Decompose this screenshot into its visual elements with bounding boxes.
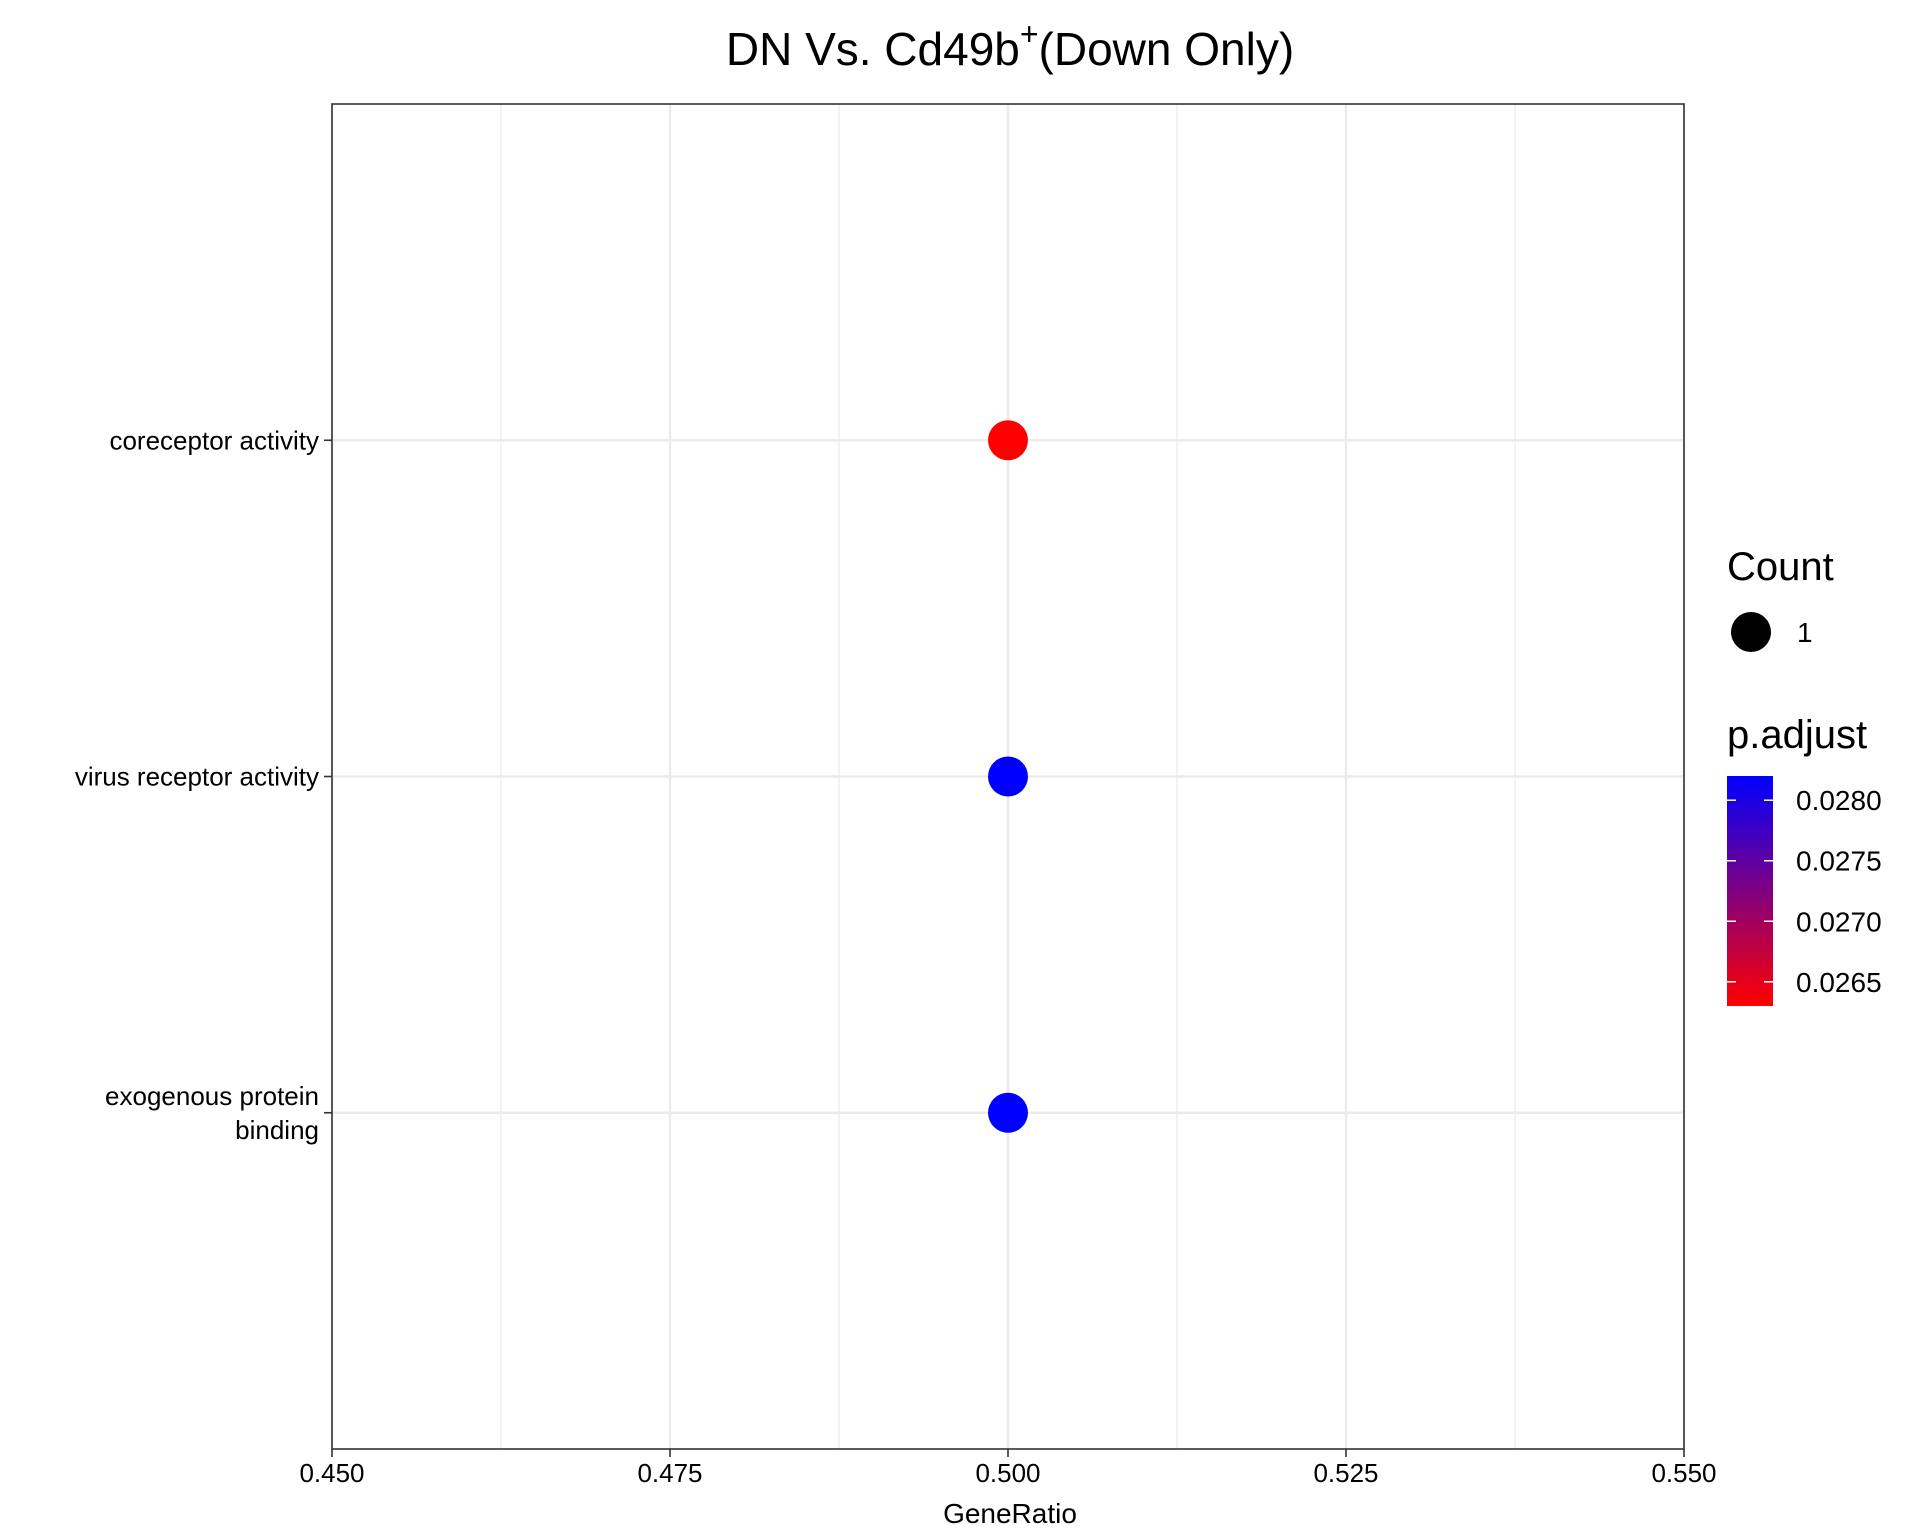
y-tick-label: virus receptor activity xyxy=(75,762,319,792)
chart-title-superscript: + xyxy=(1020,16,1039,52)
legend-padjust-title: p.adjust xyxy=(1727,713,1867,757)
legend-count-label: 1 xyxy=(1797,617,1813,648)
x-tick-label: 0.550 xyxy=(1651,1458,1716,1488)
x-tick-label: 0.525 xyxy=(1313,1458,1378,1488)
data-point xyxy=(988,1092,1028,1133)
x-tick-label: 0.450 xyxy=(299,1458,364,1488)
legend-count-swatch xyxy=(1731,612,1771,652)
chart-title: DN Vs. Cd49b+(Down Only) xyxy=(726,16,1294,75)
colorbar-tick-label: 0.0275 xyxy=(1796,846,1882,877)
x-tick-label: 0.475 xyxy=(637,1458,702,1488)
data-point xyxy=(988,756,1028,797)
legend-colorbar xyxy=(1727,776,1773,1006)
data-point xyxy=(988,420,1028,461)
y-tick-label: coreceptor activity xyxy=(109,425,319,455)
axes: 0.450 0.475 0.500 0.525 0.550 exogenous prote… xyxy=(75,103,1717,1488)
chart-title-main: DN Vs. Cd49b xyxy=(726,23,1020,75)
x-axis-title: GeneRatio xyxy=(943,1498,1077,1529)
colorbar-tick-label: 0.0280 xyxy=(1796,785,1882,816)
chart-title-suffix: (Down Only) xyxy=(1039,23,1295,75)
legend-colorbar-ticks: 0.0280 0.0275 0.0270 0.0265 xyxy=(1727,785,1882,998)
legend: Count 1 p.adjust 0.0280 0.0275 0.0270 0.026… xyxy=(1727,545,1882,1006)
colorbar-tick-label: 0.0270 xyxy=(1796,906,1882,937)
y-tick-label: exogenous protein binding xyxy=(105,1081,319,1145)
colorbar-tick-label: 0.0265 xyxy=(1796,967,1882,998)
data-points xyxy=(988,420,1028,1133)
x-tick-label: 0.500 xyxy=(975,1458,1040,1488)
legend-count-title: Count xyxy=(1727,545,1834,589)
